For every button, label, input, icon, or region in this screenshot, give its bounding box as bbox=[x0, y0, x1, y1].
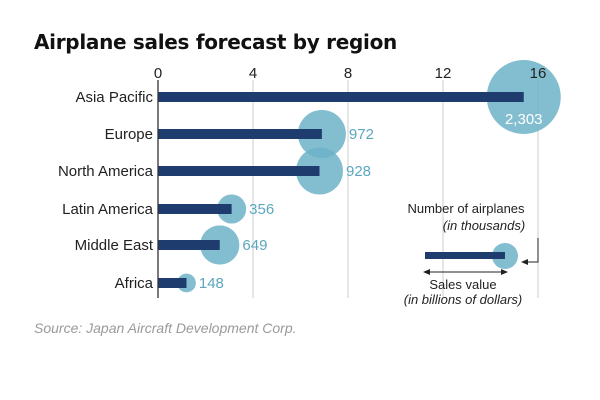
sales-value-bar bbox=[158, 166, 320, 176]
legend-bar-label: Sales value bbox=[429, 277, 496, 292]
airplane-count-label: 2,303 bbox=[505, 111, 543, 128]
legend-bar-arrowhead-right bbox=[501, 269, 508, 275]
sales-value-bar bbox=[158, 240, 220, 250]
legend-circle-label: Number of airplanes bbox=[407, 201, 525, 216]
value-labels: 2,303 972 928 356 649 148 bbox=[199, 111, 543, 292]
legend-bar-arrowhead-left bbox=[423, 269, 430, 275]
category-label: North America bbox=[58, 163, 154, 180]
x-tick-label: 16 bbox=[530, 65, 547, 82]
legend-bar-unit: (in billions of dollars) bbox=[404, 292, 523, 307]
airplane-count-label: 649 bbox=[242, 237, 267, 254]
category-label: Asia Pacific bbox=[75, 89, 153, 106]
sales-value-bar bbox=[158, 92, 524, 102]
legend-pointer-arrowhead bbox=[521, 259, 528, 265]
legend-circle-unit: (in thousands) bbox=[443, 218, 525, 233]
source-note: Source: Japan Aircraft Development Corp. bbox=[34, 320, 297, 336]
airplane-count-label: 148 bbox=[199, 275, 224, 292]
category-label: Middle East bbox=[75, 237, 154, 254]
x-tick-label: 8 bbox=[344, 65, 352, 82]
legend: Number of airplanes (in thousands) Sales… bbox=[404, 201, 539, 307]
category-label: Africa bbox=[115, 275, 154, 292]
x-tick-label: 4 bbox=[249, 65, 257, 82]
airplane-count-label: 972 bbox=[349, 126, 374, 143]
x-tick-label: 12 bbox=[435, 65, 452, 82]
category-label: Latin America bbox=[62, 201, 154, 218]
chart-title: Airplane sales forecast by region bbox=[34, 30, 397, 54]
airplane-count-label: 356 bbox=[249, 201, 274, 218]
sales-value-bar bbox=[158, 204, 232, 214]
legend-bar bbox=[425, 252, 505, 259]
sales-value-bar bbox=[158, 129, 322, 139]
x-tick-label: 0 bbox=[154, 65, 162, 82]
category-label: Europe bbox=[105, 126, 153, 143]
airplane-count-label: 928 bbox=[346, 163, 371, 180]
sales-value-bar bbox=[158, 278, 187, 288]
bar-layer bbox=[158, 92, 524, 288]
legend-circle-pointer bbox=[525, 238, 539, 263]
category-labels: Asia Pacific Europe North America Latin Ame… bbox=[58, 89, 154, 292]
x-tick-labels: 0 4 8 12 16 bbox=[154, 65, 547, 82]
